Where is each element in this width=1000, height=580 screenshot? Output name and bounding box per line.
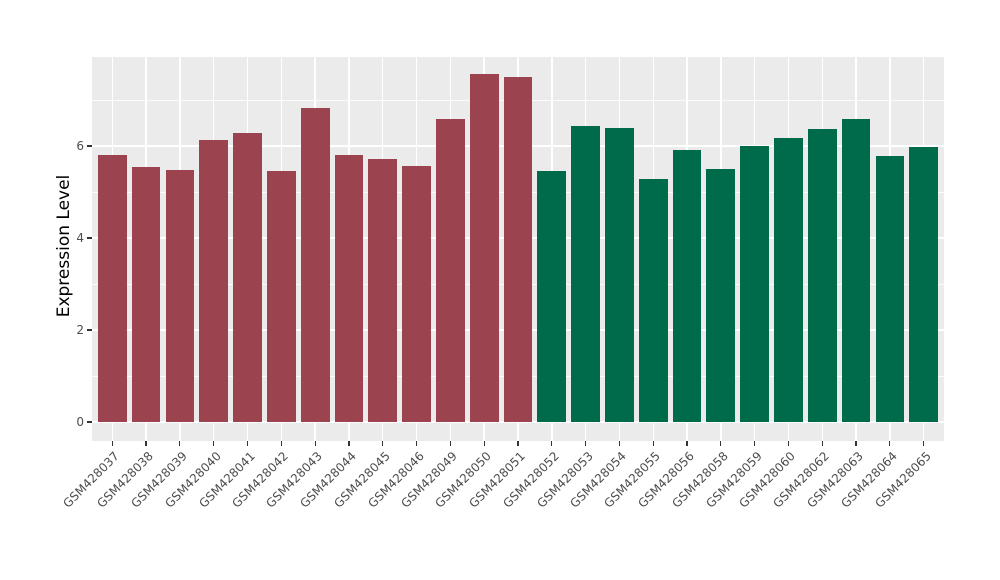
x-tick-mark-GSM428054 (618, 441, 621, 446)
bar-GSM428037 (97, 155, 127, 422)
bar-GSM428041 (233, 132, 262, 422)
x-tick-mark-GSM428053 (585, 441, 587, 446)
y-tick-label-6: 6 (76, 139, 84, 153)
x-tick-mark-GSM428056 (686, 441, 688, 446)
bar-GSM428051 (503, 77, 533, 422)
x-tick-mark-GSM428041 (246, 441, 249, 446)
bar-GSM428039 (165, 169, 195, 422)
x-tick-mark-GSM428063 (855, 441, 857, 446)
x-tick-mark-GSM428058 (720, 441, 722, 446)
bar-GSM428065 (909, 146, 939, 422)
x-tick-mark-GSM428051 (517, 441, 519, 446)
bar-GSM428045 (368, 159, 398, 422)
bar-GSM428064 (875, 155, 905, 422)
x-tick-mark-GSM428049 (449, 441, 451, 446)
bar-GSM428052 (537, 171, 567, 422)
bar-GSM428043 (300, 107, 330, 422)
y-tick-mark-0 (87, 421, 92, 423)
x-tick-mark-GSM428044 (348, 441, 350, 446)
y-tick-label-4: 4 (76, 231, 84, 245)
x-tick-mark-GSM428037 (111, 441, 113, 446)
x-tick-mark-GSM428059 (754, 441, 756, 446)
bar-GSM428044 (334, 155, 364, 422)
bar-GSM428056 (672, 150, 702, 422)
x-tick-mark-GSM428060 (787, 441, 790, 446)
bar-GSM428042 (266, 170, 296, 422)
x-tick-mark-GSM428045 (382, 441, 384, 446)
x-tick-mark-GSM428065 (923, 441, 925, 446)
y-tick-mark-4 (87, 237, 92, 239)
bar-GSM428049 (436, 119, 465, 422)
bar-GSM428060 (774, 138, 803, 422)
bar-GSM428054 (605, 128, 634, 422)
x-tick-mark-GSM428050 (483, 441, 485, 446)
bar-GSM428046 (402, 165, 431, 422)
y-tick-mark-2 (87, 329, 92, 331)
bar-GSM428058 (706, 169, 736, 422)
x-tick-mark-GSM428038 (145, 441, 147, 446)
bar-GSM428050 (469, 73, 499, 422)
x-tick-mark-GSM428042 (280, 441, 282, 446)
x-tick-mark-GSM428062 (821, 441, 823, 446)
y-tick-label-2: 2 (76, 323, 84, 337)
y-axis-title: Expression Level (54, 174, 74, 318)
bar-GSM428062 (807, 128, 837, 422)
x-tick-mark-GSM428046 (415, 441, 418, 446)
bar-GSM428040 (199, 140, 229, 422)
bar-GSM428055 (638, 179, 668, 422)
x-tick-mark-GSM428040 (213, 441, 215, 446)
y-tick-mark-6 (87, 145, 92, 147)
x-tick-mark-GSM428052 (551, 441, 553, 446)
bar-GSM428053 (571, 126, 600, 422)
x-tick-mark-GSM428055 (652, 441, 654, 446)
x-tick-mark-GSM428039 (179, 441, 181, 446)
plot-panel (92, 57, 944, 441)
x-tick-mark-GSM428043 (314, 441, 316, 446)
bar-GSM428038 (131, 166, 161, 422)
bar-GSM428059 (740, 146, 770, 422)
y-tick-label-0: 0 (76, 415, 84, 429)
x-tick-mark-GSM428064 (889, 441, 891, 446)
bar-GSM428063 (841, 119, 871, 422)
